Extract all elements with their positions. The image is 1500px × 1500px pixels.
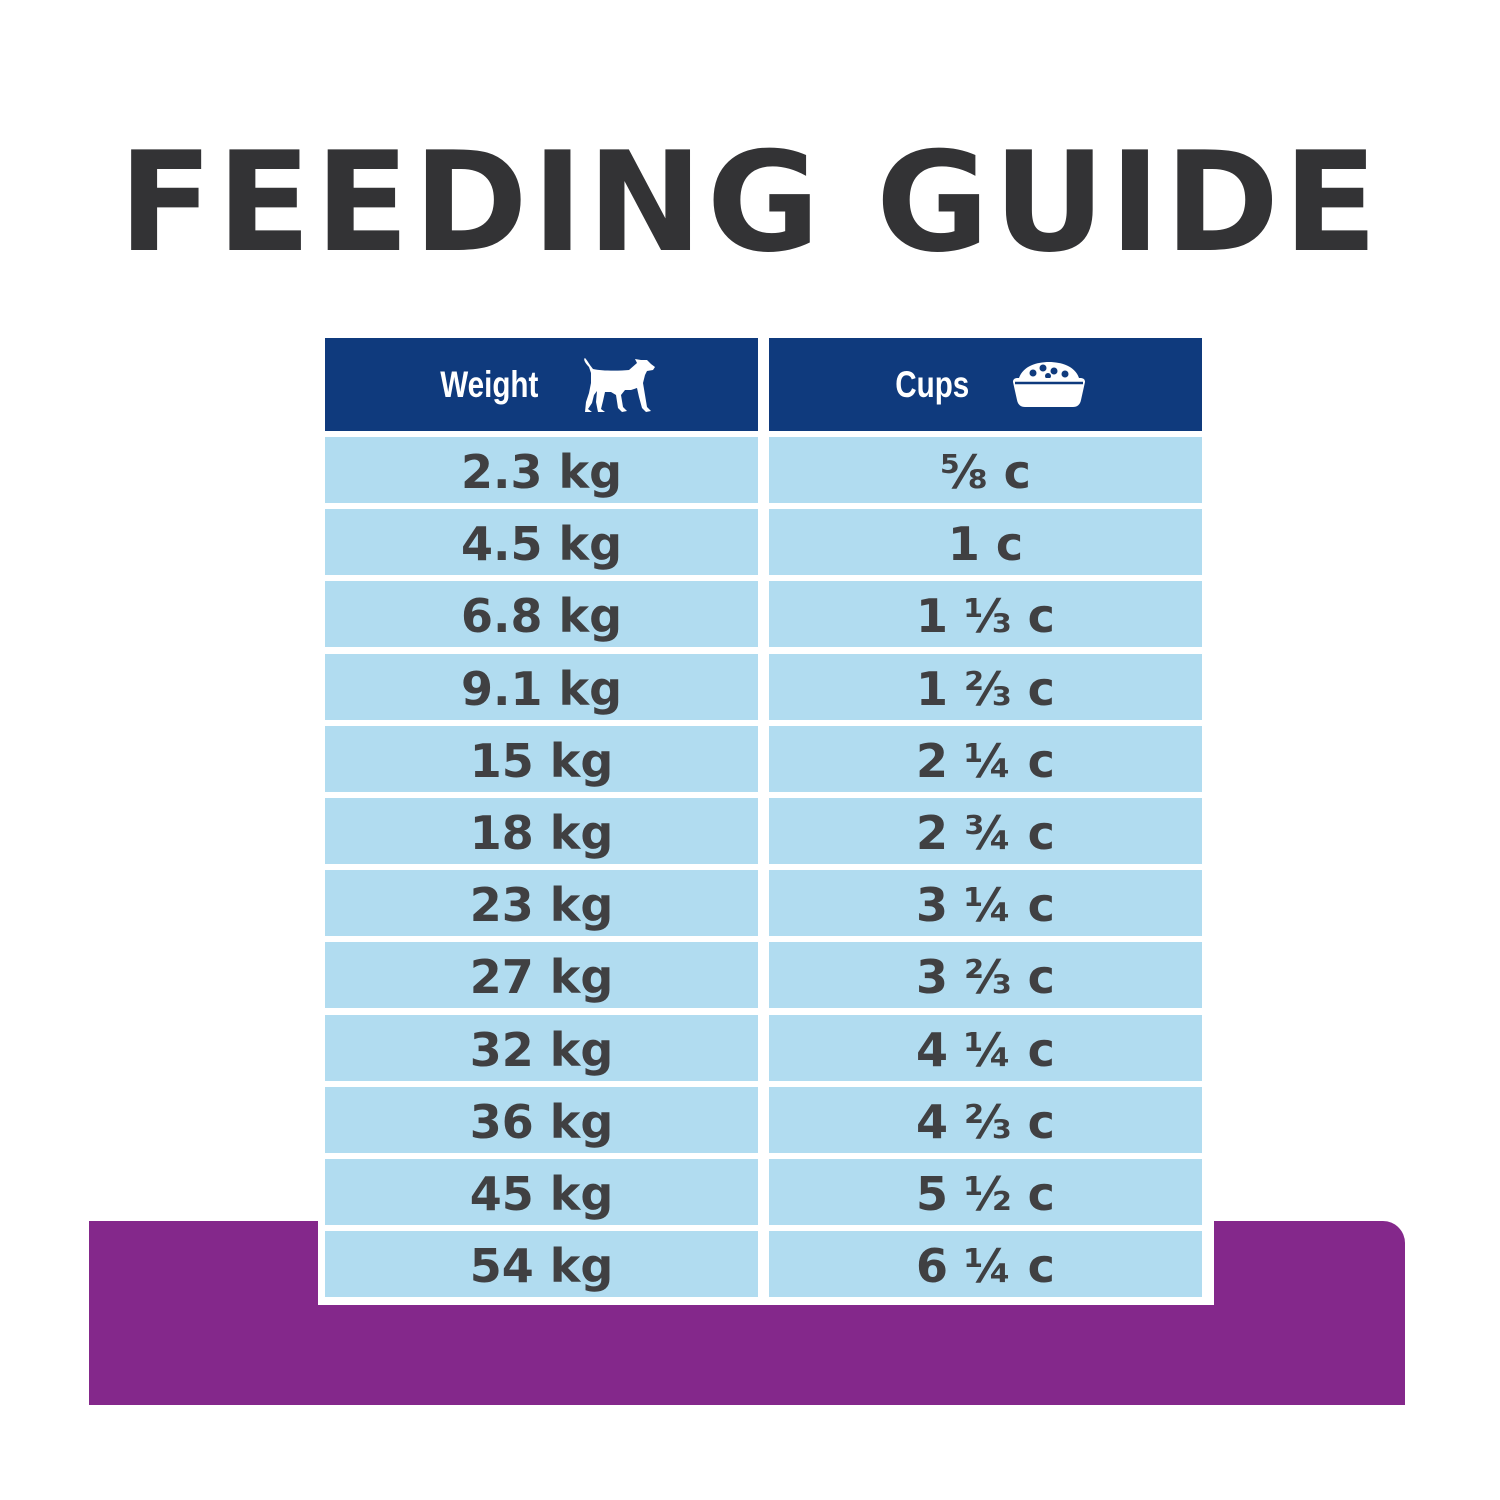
food-bowl-icon xyxy=(1012,361,1085,408)
weight-cell: 9.1 kg xyxy=(325,654,758,720)
weight-cell: 36 kg xyxy=(325,1087,758,1153)
weight-header: Weight xyxy=(325,338,758,431)
cups-cell: ⅝ c xyxy=(769,437,1202,503)
weight-cell: 27 kg xyxy=(325,942,758,1008)
weight-cell: 4.5 kg xyxy=(325,509,758,575)
cups-cell: 1 c xyxy=(769,509,1202,575)
cups-cell: 5 ½ c xyxy=(769,1159,1202,1225)
cups-cell: 3 ¼ c xyxy=(769,870,1202,936)
cups-cell: 2 ¾ c xyxy=(769,798,1202,864)
page-title: FEEDING GUIDE xyxy=(118,122,1382,283)
weight-cell: 54 kg xyxy=(325,1231,758,1297)
cups-cell: 1 ⅔ c xyxy=(769,654,1202,720)
cups-cell: 3 ⅔ c xyxy=(769,942,1202,1008)
weight-column: Weight 2.3 kg 4.5 kg 6.8 kg 9.1 kg 15 kg 18 k… xyxy=(325,338,758,1297)
cups-cell: 6 ¼ c xyxy=(769,1231,1202,1297)
weight-header-label: Weight xyxy=(440,363,539,405)
weight-cell: 6.8 kg xyxy=(325,581,758,647)
weight-cell: 2.3 kg xyxy=(325,437,758,503)
weight-cell: 45 kg xyxy=(325,1159,758,1225)
dog-icon xyxy=(581,357,655,413)
cups-header-label: Cups xyxy=(895,363,970,405)
cups-header: Cups xyxy=(769,338,1202,431)
weight-cell: 23 kg xyxy=(325,870,758,936)
weight-cell: 15 kg xyxy=(325,726,758,792)
cups-cell: 4 ⅔ c xyxy=(769,1087,1202,1153)
weight-cell: 32 kg xyxy=(325,1015,758,1081)
cups-cell: 1 ⅓ c xyxy=(769,581,1202,647)
cups-cell: 2 ¼ c xyxy=(769,726,1202,792)
cups-cell: 4 ¼ c xyxy=(769,1015,1202,1081)
weight-cell: 18 kg xyxy=(325,798,758,864)
